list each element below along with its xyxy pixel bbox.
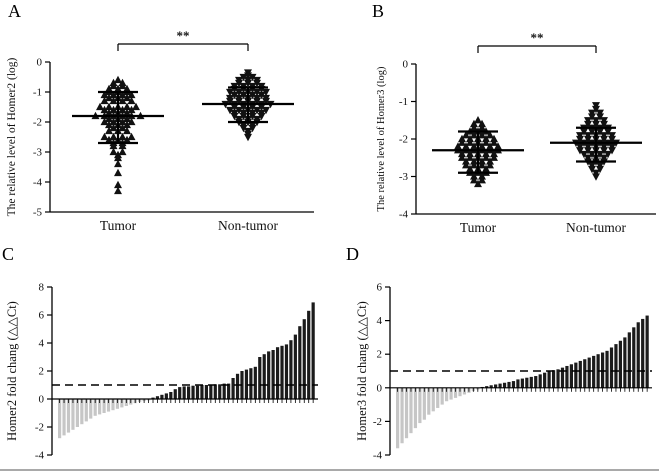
significance-stars: ** <box>531 30 544 45</box>
significance-stars: ** <box>177 28 190 43</box>
y-axis-title: Homer2 fold chang (△△Ct) <box>5 301 19 441</box>
svg-text:2: 2 <box>39 366 45 378</box>
plot-D: 6 4 2 0 -2 -4 Homer3 fold chang (△△Ct) <box>355 282 652 462</box>
significance-bracket: ** <box>477 30 597 53</box>
panel-a: A 0 -1 -2 -3 -4 -5 Tumor Non-tumor ** The relativ… <box>0 0 330 245</box>
waterfall-bars <box>396 315 649 449</box>
y-axis-title: The relative level of Homer2 (log) <box>6 57 18 216</box>
panel-a-label: A <box>8 1 21 21</box>
svg-text:-2: -2 <box>399 134 408 146</box>
y-axis-title: Homer3 fold chang (△△Ct) <box>355 301 369 441</box>
panel-a-chart: 0 -1 -2 -3 -4 -5 Tumor Non-tumor ** The relative … <box>6 28 314 233</box>
significance-bracket: ** <box>117 28 249 51</box>
plot-A: 0 -1 -2 -3 -4 -5 Tumor Non-tumor ** The relative … <box>6 28 314 233</box>
panel-c-label: C <box>2 244 15 264</box>
svg-text:-4: -4 <box>35 450 45 462</box>
panel-b-chart: 0 -1 -2 -3 -4 Tumor Non-tumor ** The relative le… <box>376 30 656 235</box>
svg-text:4: 4 <box>39 338 45 350</box>
svg-text:6: 6 <box>377 282 383 294</box>
svg-text:-2: -2 <box>373 416 382 428</box>
baseline-bar-ticks <box>397 387 648 392</box>
mean-sd-errorbar <box>432 130 524 174</box>
svg-text:-4: -4 <box>33 177 43 189</box>
group-label: Non-tumor <box>566 220 626 235</box>
svg-text:-1: -1 <box>399 96 408 108</box>
panel-d-label: D <box>346 244 359 264</box>
svg-text:-5: -5 <box>33 207 43 219</box>
y-axis-title: The relative level of Homer3 (log) <box>376 66 387 211</box>
panel-d-chart: 6 4 2 0 -2 -4 Homer3 fold chang (△△Ct) <box>355 282 652 462</box>
panel-b-label: B <box>372 1 385 21</box>
svg-text:8: 8 <box>39 282 45 294</box>
svg-text:-2: -2 <box>35 422 44 434</box>
group-label: Tumor <box>460 220 497 235</box>
panel-c: C 8 6 4 2 0 -2 -4 Homer2 fold chang (△△Ct) <box>0 245 330 469</box>
svg-text:-3: -3 <box>399 171 409 183</box>
svg-text:0: 0 <box>403 59 409 71</box>
svg-text:-3: -3 <box>33 147 43 159</box>
panel-d: D 6 4 2 0 -2 -4 Homer3 fold chang (△△Ct) <box>330 245 659 469</box>
plot-B: 0 -1 -2 -3 -4 Tumor Non-tumor ** The relative le… <box>376 30 656 235</box>
panel-c-chart: 8 6 4 2 0 -2 -4 Homer2 fold chang (△△Ct) <box>5 282 318 462</box>
mean-sd-errorbar <box>202 86 294 124</box>
svg-text:-1: -1 <box>33 87 42 99</box>
svg-text:0: 0 <box>37 57 43 69</box>
svg-text:0: 0 <box>377 382 383 394</box>
svg-text:-4: -4 <box>399 209 409 221</box>
svg-text:6: 6 <box>39 310 45 322</box>
group-label: Non-tumor <box>218 218 278 233</box>
svg-text:-2: -2 <box>33 117 42 129</box>
mean-sd-errorbar <box>550 126 642 163</box>
waterfall-bars <box>58 302 315 439</box>
mean-sd-errorbar <box>72 90 164 145</box>
svg-text:-4: -4 <box>373 450 383 462</box>
baseline-bar-ticks <box>59 399 314 403</box>
points-tumor <box>91 75 145 195</box>
svg-text:4: 4 <box>377 315 383 327</box>
plot-C: 8 6 4 2 0 -2 -4 Homer2 fold chang (△△Ct) <box>5 282 318 462</box>
group-label: Tumor <box>100 218 137 233</box>
panel-b: B 0 -1 -2 -3 -4 Tumor Non-tumor ** The relative … <box>330 0 659 245</box>
points-tumor <box>454 116 502 188</box>
svg-text:0: 0 <box>39 394 45 406</box>
svg-text:2: 2 <box>377 349 383 361</box>
